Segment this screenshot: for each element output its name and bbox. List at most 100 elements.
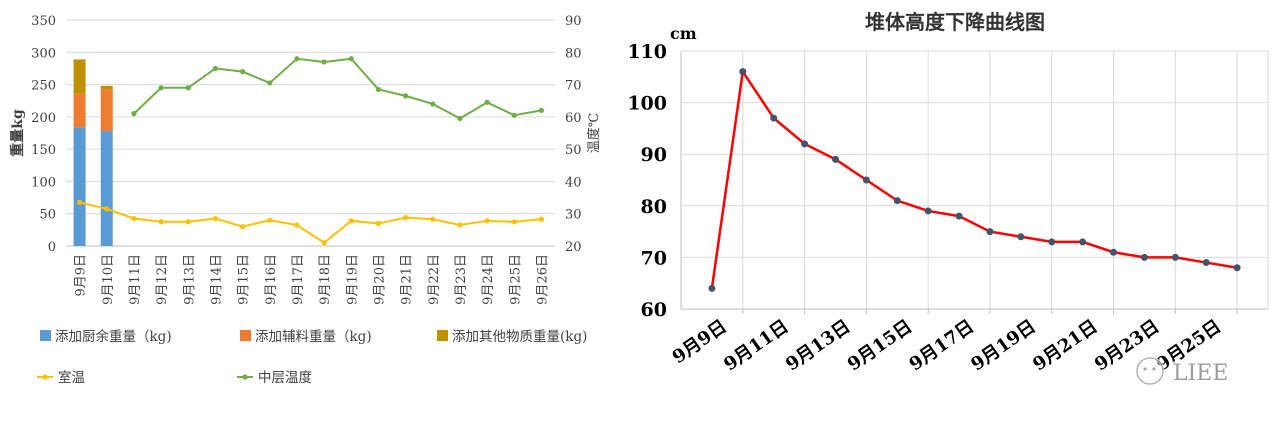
y2-axis-label: 温度℃ — [586, 113, 602, 154]
left-y-tick-label: 150 — [31, 143, 56, 158]
line-point — [348, 56, 354, 62]
line-point — [239, 69, 246, 75]
x-tick-label: 9月23日 — [454, 254, 469, 305]
x-tick-label: 9月13日 — [782, 316, 854, 375]
legend-label: 室温 — [58, 369, 85, 386]
height-point — [1202, 259, 1210, 267]
legend-swatch — [40, 330, 51, 341]
line-point — [430, 216, 436, 222]
line-point — [267, 217, 273, 223]
left-y-tick-label: 200 — [31, 111, 56, 126]
height-point — [1140, 253, 1148, 261]
left-y-tick-label: 100 — [31, 175, 56, 190]
height-point — [862, 176, 870, 184]
line-point — [484, 218, 490, 224]
left-chart: 0 50 100 150 200 250 300 350 20 30 40 50 60 70 80 90 重量k… — [9, 14, 602, 386]
line-point — [348, 218, 354, 224]
x-tick-label: 9月23日 — [1091, 316, 1163, 375]
x-tick-label: 9月17日 — [291, 254, 306, 305]
x-tick-label: 9月15日 — [237, 254, 252, 305]
left-y-tick-label: 350 — [31, 14, 56, 29]
height-point — [831, 155, 839, 163]
right-y-tick-label: 20 — [565, 240, 582, 255]
legend-marker — [42, 374, 48, 380]
x-tick-label: 9月16日 — [264, 254, 279, 305]
line-point — [104, 206, 110, 212]
left-y-tick-label: 0 — [48, 240, 56, 255]
height-point — [708, 284, 716, 292]
wechat-logo — [1136, 357, 1164, 385]
line-point — [511, 219, 517, 225]
x-tick-label: 9月9日 — [74, 254, 89, 297]
y-axis-label: cm — [670, 24, 697, 43]
x-tick-label: 9月19日 — [967, 316, 1039, 375]
line-point — [267, 80, 273, 86]
x-tick-label: 9月24日 — [481, 254, 496, 305]
line-point — [131, 215, 137, 222]
height-point — [893, 197, 901, 205]
watermark-text-halo: LIEE — [1173, 361, 1228, 386]
line-room-temp — [79, 201, 542, 245]
line-point — [538, 216, 545, 222]
right-y-tick-label: 40 — [565, 175, 582, 190]
bar-2 — [73, 93, 86, 128]
line-point — [185, 85, 191, 91]
right-y-tick-label: 70 — [565, 79, 582, 94]
line-point — [294, 222, 300, 228]
bar-2 — [100, 89, 113, 132]
left-y-tick-label: 50 — [39, 208, 56, 223]
height-point — [1110, 248, 1118, 256]
line-point — [321, 59, 327, 65]
y-axis-label: 重量kg — [9, 109, 26, 157]
y-tick-label: 70 — [641, 247, 667, 269]
x-tick-label: 9月11日 — [128, 254, 143, 305]
y-tick-label: 110 — [627, 41, 667, 63]
line-point — [321, 240, 327, 246]
legend-label: 添加厨余重量（kg) — [55, 328, 172, 345]
line-point — [212, 215, 219, 222]
x-tick-label: 9月10日 — [101, 254, 116, 305]
line-point — [538, 107, 545, 113]
right-y-tick-label: 30 — [565, 208, 582, 223]
bar-3 — [100, 85, 113, 90]
legend-marker — [242, 374, 248, 380]
wechat-logo — [1152, 367, 1156, 371]
y-tick-label: 60 — [641, 299, 667, 321]
line-point — [158, 219, 164, 225]
x-tick-label: 9月13日 — [182, 254, 197, 305]
left-y-tick-label: 300 — [31, 46, 56, 61]
height-point — [1017, 233, 1025, 241]
height-line — [710, 68, 1238, 289]
watermark-text: LIEE — [1173, 361, 1228, 386]
bar-3 — [73, 59, 86, 94]
y-tick-label: 90 — [641, 144, 667, 166]
line-point — [457, 222, 463, 228]
x-tick-label: 9月21日 — [400, 254, 415, 305]
height-point — [1048, 238, 1056, 246]
line-point — [457, 115, 463, 122]
x-tick-label: 9月12日 — [155, 254, 170, 305]
line-point — [212, 65, 219, 72]
legend-label: 中层温度 — [258, 370, 312, 386]
height-point — [1171, 253, 1179, 261]
right-y-tick-label: 90 — [565, 14, 582, 29]
x-tick-label: 9月19日 — [345, 254, 360, 305]
line-point — [430, 101, 436, 107]
x-tick-label: 9月17日 — [906, 316, 978, 375]
wechat-logo — [1143, 367, 1147, 371]
legend-label: 添加辅料重量（kg) — [255, 329, 372, 345]
line-point — [375, 86, 382, 93]
height-point — [986, 228, 994, 236]
legend-swatch — [437, 330, 448, 341]
y-tick-label: 80 — [641, 196, 667, 218]
line-point — [402, 214, 409, 221]
x-tick-label: 9月20日 — [372, 254, 387, 305]
height-point — [770, 114, 778, 122]
bar-1 — [100, 131, 113, 246]
height-point — [955, 212, 963, 220]
height-point — [1079, 238, 1087, 246]
x-tick-label: 9月14日 — [209, 254, 224, 305]
right-y-tick-label: 50 — [565, 143, 582, 158]
x-tick-label: 9月25日 — [508, 254, 523, 305]
